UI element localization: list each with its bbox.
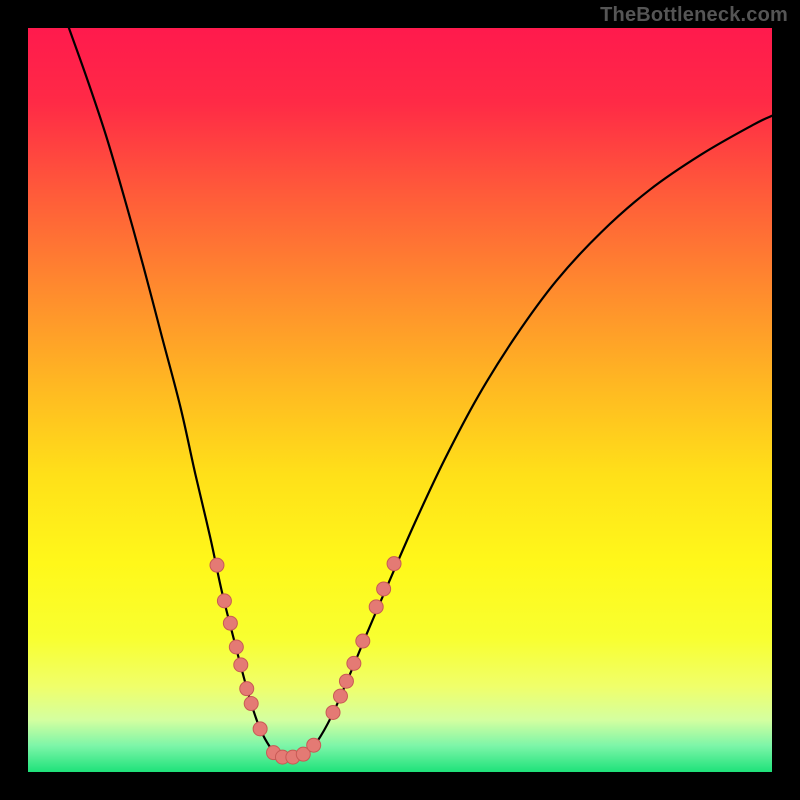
- data-point: [347, 656, 361, 670]
- data-point: [244, 697, 258, 711]
- chart-frame: TheBottleneck.com: [0, 0, 800, 800]
- data-point: [307, 738, 321, 752]
- data-point: [210, 558, 224, 572]
- data-point: [240, 682, 254, 696]
- data-point: [377, 582, 391, 596]
- data-point: [356, 634, 370, 648]
- data-point: [369, 600, 383, 614]
- data-point: [387, 557, 401, 571]
- data-point: [253, 722, 267, 736]
- data-point: [326, 705, 340, 719]
- chart-svg: [28, 28, 772, 772]
- data-point: [339, 674, 353, 688]
- data-point: [229, 640, 243, 654]
- data-point: [217, 594, 231, 608]
- data-point: [223, 616, 237, 630]
- watermark-text: TheBottleneck.com: [600, 4, 788, 27]
- plot-area: [28, 28, 772, 772]
- data-point: [333, 689, 347, 703]
- data-point: [234, 658, 248, 672]
- gradient-background: [28, 28, 772, 772]
